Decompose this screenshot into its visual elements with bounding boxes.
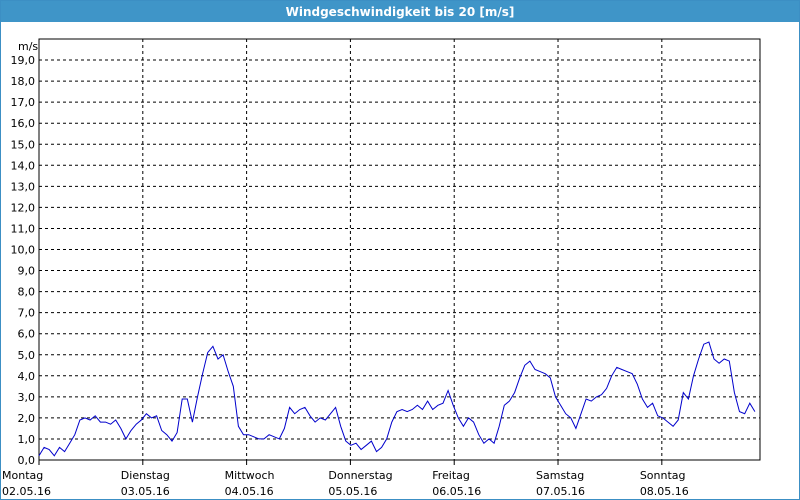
y-tick-label: 12,0 xyxy=(11,201,36,214)
y-tick-label: 13,0 xyxy=(11,180,36,193)
y-tick-label: 8,0 xyxy=(18,286,36,299)
x-tick-label-day: Mittwoch xyxy=(225,469,275,482)
y-tick-label: 1,0 xyxy=(18,433,36,446)
y-tick-label: 19,0 xyxy=(11,54,36,67)
y-tick-label: 17,0 xyxy=(11,96,36,109)
y-tick-label: 10,0 xyxy=(11,244,36,257)
y-tick-label: 5,0 xyxy=(18,349,36,362)
y-tick-label: 14,0 xyxy=(11,159,36,172)
x-tick-label-date: 08.05.16 xyxy=(640,485,689,498)
x-tick-label-day: Samstag xyxy=(536,469,584,482)
x-tick-label-date: 04.05.16 xyxy=(225,485,274,498)
chart-title: Windgeschwindigkeit bis 20 [m/s] xyxy=(285,4,515,19)
wind-speed-series-line xyxy=(38,341,756,457)
y-tick-label: 6,0 xyxy=(18,328,36,341)
y-tick-label: 9,0 xyxy=(18,265,36,278)
y-tick-label: 2,0 xyxy=(18,412,36,425)
y-tick-labels: 0,0 1,0 2,0 3,0 4,0 5,0 6,0 7,0 8,0 9,0 10,0 11,0 12… xyxy=(11,54,36,467)
x-tick-label-date: 06.05.16 xyxy=(432,485,481,498)
y-tick-label: 7,0 xyxy=(18,307,36,320)
y-tick-label: 0,0 xyxy=(18,454,36,467)
x-tick-label-day: Sonntag xyxy=(640,469,686,482)
y-axis-label: m/s xyxy=(18,40,38,53)
y-tick-label: 11,0 xyxy=(11,222,36,235)
horizontal-grid xyxy=(39,59,760,440)
x-tick-label-day: Dienstag xyxy=(121,469,170,482)
y-tick-label: 4,0 xyxy=(18,370,36,383)
x-tick-label-date: 03.05.16 xyxy=(121,485,170,498)
title-bar: Windgeschwindigkeit bis 20 [m/s] xyxy=(1,1,799,22)
x-tick-label-date: 07.05.16 xyxy=(536,485,585,498)
y-tick-label: 16,0 xyxy=(11,117,36,130)
x-tick-label-date: 05.05.16 xyxy=(328,485,377,498)
x-tick-label-date: 02.05.16 xyxy=(2,485,51,498)
y-tick-label: 3,0 xyxy=(18,391,36,404)
y-tick-label: 18,0 xyxy=(11,75,36,88)
x-tick-label-day: Donnerstag xyxy=(328,469,392,482)
x-tick-label-day: Montag xyxy=(2,469,43,482)
x-tick-label-day: Freitag xyxy=(432,469,470,482)
y-tick-label: 15,0 xyxy=(11,138,36,151)
vertical-grid xyxy=(142,39,663,460)
x-tick-labels: Montag 02.05.16 Dienstag 03.05.16 Mittwoch 04… xyxy=(2,460,689,498)
